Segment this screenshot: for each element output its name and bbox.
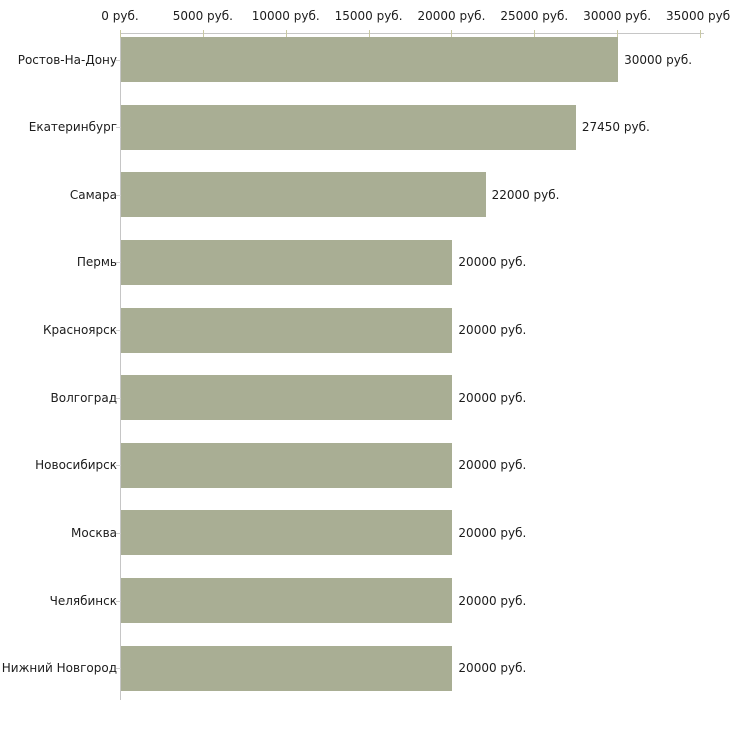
- x-axis-tick: [534, 30, 536, 38]
- category-label: Волгоград: [50, 390, 117, 405]
- bar: [121, 510, 453, 556]
- value-label: 20000 руб.: [458, 390, 527, 405]
- value-label: 27450 руб.: [581, 120, 650, 135]
- bar: [121, 578, 453, 624]
- category-tick: [116, 59, 121, 61]
- value-label: 20000 руб.: [458, 458, 527, 473]
- value-label: 20000 руб.: [458, 323, 527, 338]
- x-axis-tick-label: 20000 руб.: [417, 9, 486, 23]
- y-axis-line: [120, 33, 121, 700]
- category-tick: [116, 194, 121, 196]
- bar: [121, 375, 453, 421]
- category-label: Самара: [69, 187, 117, 202]
- value-label: 20000 руб.: [458, 255, 527, 270]
- bar: [121, 104, 576, 150]
- x-axis-tick-label: 30000 руб.: [583, 9, 652, 23]
- bar: [121, 239, 453, 285]
- x-axis-tick-label: 0 руб.: [101, 9, 139, 23]
- x-axis-tick: [202, 30, 204, 38]
- x-axis-tick-label: 35000 руб.: [666, 9, 730, 23]
- value-label: 20000 руб.: [458, 593, 527, 608]
- category-label: Новосибирск: [35, 458, 117, 473]
- category-tick: [116, 465, 121, 467]
- x-axis-tick: [368, 30, 370, 38]
- value-label: 22000 руб.: [491, 187, 560, 202]
- category-tick: [116, 668, 121, 670]
- category-label: Ростов-На-Дону: [17, 52, 117, 67]
- x-axis-tick-label: 5000 руб.: [172, 9, 233, 23]
- category-label: Красноярск: [43, 323, 117, 338]
- category-label: Екатеринбург: [28, 120, 117, 135]
- category-label: Челябинск: [49, 593, 117, 608]
- x-axis-tick: [120, 30, 121, 38]
- bar: [121, 307, 453, 353]
- bar: [121, 645, 453, 691]
- category-tick: [116, 330, 121, 332]
- category-label: Нижний Новгород: [1, 661, 117, 676]
- category-tick: [116, 127, 121, 129]
- x-axis-tick-label: 25000 руб.: [500, 9, 569, 23]
- bar: [121, 442, 453, 488]
- value-label: 20000 руб.: [458, 525, 527, 540]
- value-label: 30000 руб.: [624, 52, 693, 67]
- category-tick: [116, 600, 121, 602]
- x-axis-tick: [700, 30, 701, 38]
- bar: [121, 172, 486, 218]
- category-tick: [116, 397, 121, 399]
- x-axis-tick: [285, 30, 287, 38]
- category-tick: [116, 532, 121, 534]
- x-axis-tick: [617, 30, 619, 38]
- value-label: 20000 руб.: [458, 661, 527, 676]
- category-label: Пермь: [76, 255, 117, 270]
- x-axis-tick-label: 15000 руб.: [334, 9, 403, 23]
- bar: [121, 37, 619, 82]
- x-axis-tick-label: 10000 руб.: [251, 9, 320, 23]
- category-label: Москва: [71, 525, 117, 540]
- category-tick: [116, 262, 121, 264]
- x-axis-tick: [451, 30, 453, 38]
- x-axis-line: [120, 33, 704, 34]
